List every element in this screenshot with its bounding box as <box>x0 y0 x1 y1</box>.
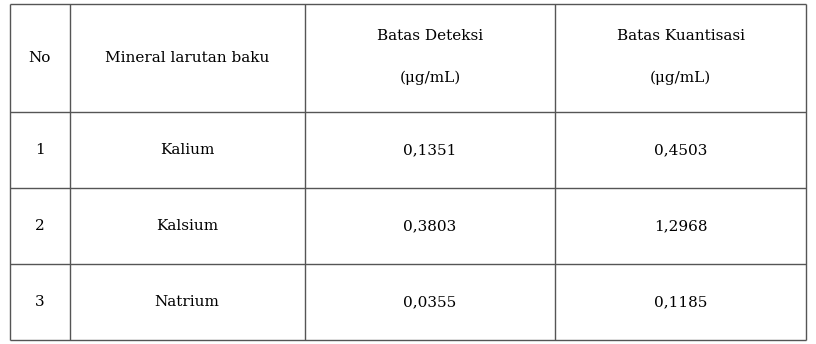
Text: Kalsium: Kalsium <box>156 219 218 233</box>
Text: Batas Deteksi: Batas Deteksi <box>377 29 483 43</box>
Text: Natrium: Natrium <box>155 295 220 309</box>
Text: Kalium: Kalium <box>160 143 215 157</box>
Text: 0,1185: 0,1185 <box>654 295 707 309</box>
Text: Batas Kuantisasi: Batas Kuantisasi <box>617 29 745 43</box>
Text: 1: 1 <box>35 143 45 157</box>
Text: 1,2968: 1,2968 <box>654 219 707 233</box>
Text: 3: 3 <box>35 295 45 309</box>
Text: 0,4503: 0,4503 <box>654 143 707 157</box>
Text: (μg/mL): (μg/mL) <box>399 70 460 85</box>
Text: 0,1351: 0,1351 <box>403 143 457 157</box>
Text: 0,3803: 0,3803 <box>403 219 456 233</box>
Text: (μg/mL): (μg/mL) <box>650 70 712 85</box>
Text: 2: 2 <box>35 219 45 233</box>
Text: 0,0355: 0,0355 <box>403 295 456 309</box>
Text: No: No <box>29 51 51 65</box>
Text: Mineral larutan baku: Mineral larutan baku <box>105 51 269 65</box>
